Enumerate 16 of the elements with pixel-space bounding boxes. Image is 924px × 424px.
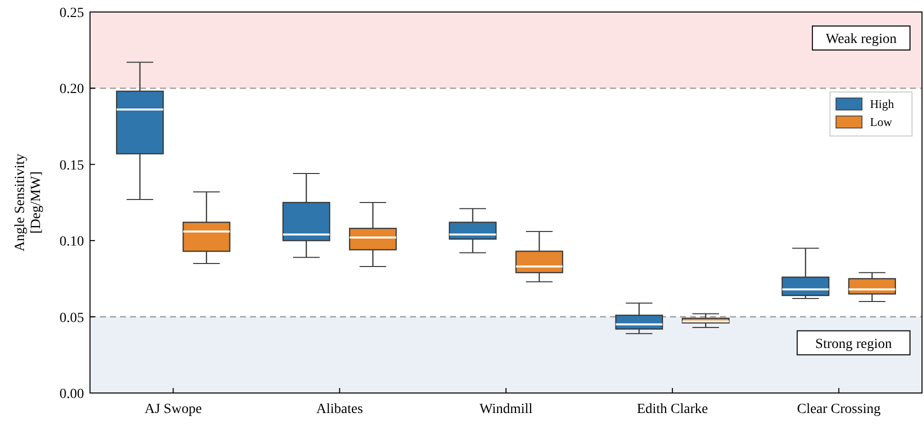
band-label: Weak region <box>826 32 897 47</box>
y-tick-label: 0.05 <box>60 310 84 326</box>
y-tick-label: 0.25 <box>60 6 84 21</box>
y-tick-label: 0.20 <box>60 82 84 98</box>
y-tick-label: 0.00 <box>60 387 84 402</box>
x-tick-label: Clear Crossing <box>796 402 881 417</box>
legend-label: Low <box>870 115 892 129</box>
band-label: Strong region <box>815 336 892 352</box>
legend-label: High <box>870 97 894 111</box>
x-tick-label: AJ Swope <box>144 402 202 417</box>
y-tick-label: 0.15 <box>60 158 84 174</box>
x-tick-label: Windmill <box>479 402 533 417</box>
x-tick-label: Edith Clarke <box>636 402 708 417</box>
y-tick-label: 0.10 <box>60 234 84 250</box>
x-tick-label: Alibates <box>316 402 363 417</box>
y-axis-title: Angle Sensitivity [Deg/MW] <box>13 154 44 252</box>
